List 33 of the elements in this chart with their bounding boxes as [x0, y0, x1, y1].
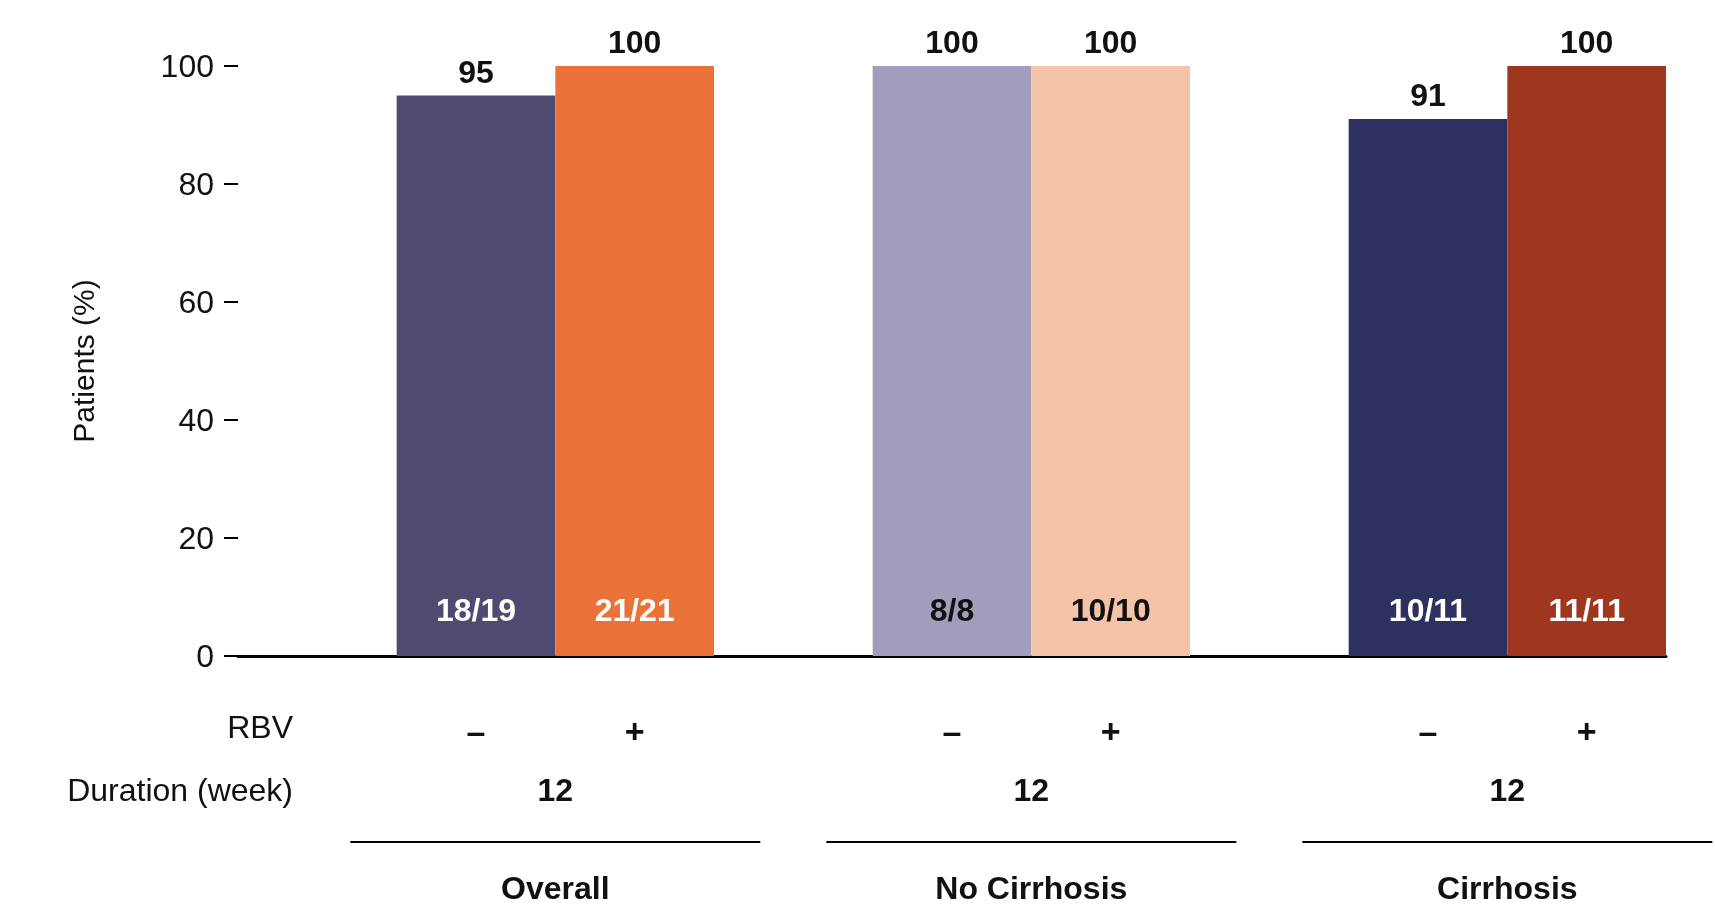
y-tick-label: 100: [160, 48, 214, 84]
x-tick-label: –: [466, 712, 486, 750]
annotation: 11/11: [1548, 592, 1625, 628]
x-tick-label: +: [1576, 712, 1597, 750]
data-label: 91: [1410, 77, 1446, 114]
x-tick-label: +: [1100, 712, 1121, 750]
data-label: 100: [1559, 24, 1614, 60]
text: 12: [537, 772, 574, 808]
data-label: 95: [458, 53, 494, 90]
y-tick-label: 80: [178, 166, 214, 202]
text: RBV: [227, 709, 294, 745]
y-tick-label: 60: [178, 284, 214, 320]
text: 12: [1013, 772, 1050, 808]
text: 12: [1489, 772, 1526, 808]
text: Cirrhosis: [1437, 870, 1578, 906]
text: No Cirrhosis: [935, 870, 1128, 906]
annotation: 21/21: [594, 592, 675, 628]
data-label: 100: [607, 24, 662, 60]
y-axis-title: Patients (%): [66, 279, 100, 443]
x-tick-label: +: [624, 712, 645, 750]
annotation: 10/11: [1388, 592, 1468, 628]
annotation: 10/10: [1070, 592, 1151, 628]
y-tick-label: 0: [196, 638, 214, 674]
text: Overall: [501, 870, 610, 906]
annotation: 18/19: [435, 592, 517, 628]
x-tick-label: –: [1418, 712, 1438, 750]
text: Duration (week): [67, 772, 293, 808]
data-label: 100: [925, 24, 979, 60]
annotation: 8/8: [929, 592, 975, 628]
y-tick-label: 40: [178, 402, 214, 438]
data-label: 100: [1083, 24, 1138, 60]
x-tick-label: –: [942, 712, 962, 750]
y-tick-label: 20: [178, 520, 214, 556]
